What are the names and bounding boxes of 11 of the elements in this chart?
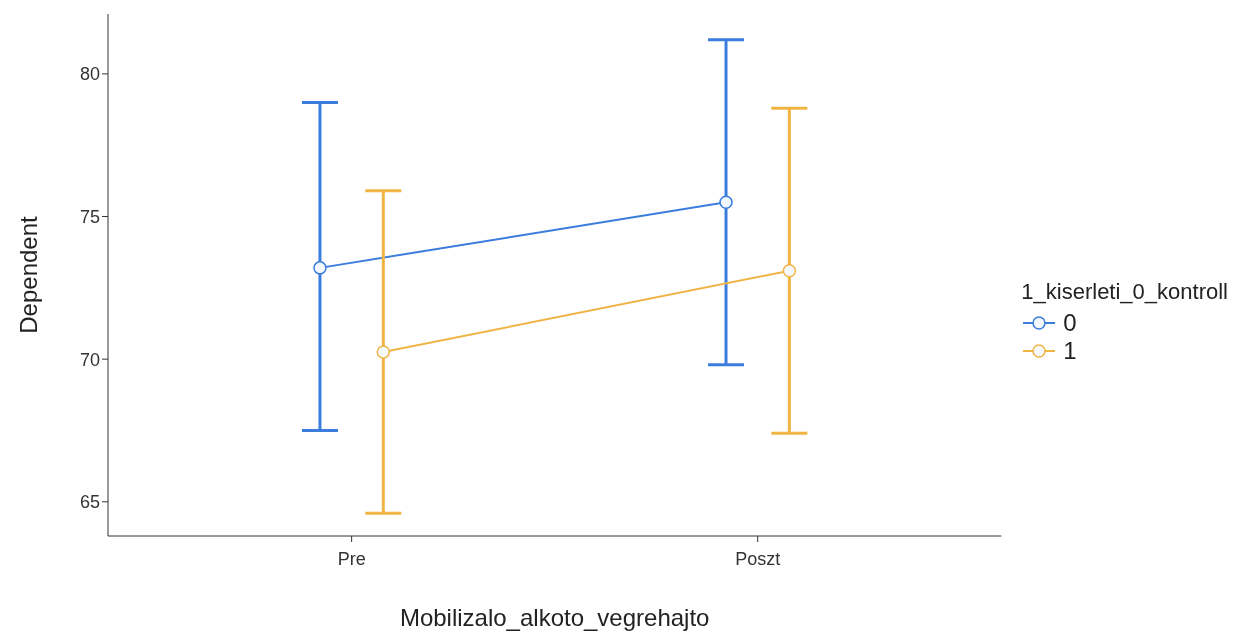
- y-tick-label: 75: [79, 206, 100, 227]
- legend-title: 1_kiserleti_0_kontroll: [1021, 279, 1228, 305]
- y-tick-label: 65: [79, 492, 100, 513]
- legend-label: 0: [1063, 309, 1077, 337]
- x-tick-label: Poszt: [735, 548, 781, 569]
- y-tick-label: 80: [79, 64, 100, 85]
- x-axis-title: Mobilizalo_alkoto_vegrehajto: [399, 604, 710, 631]
- y-tick-label: 70: [79, 349, 100, 370]
- legend-label: 1: [1063, 337, 1077, 365]
- y-axis-title: Dependent: [14, 215, 42, 334]
- x-tick-label: Pre: [337, 548, 366, 569]
